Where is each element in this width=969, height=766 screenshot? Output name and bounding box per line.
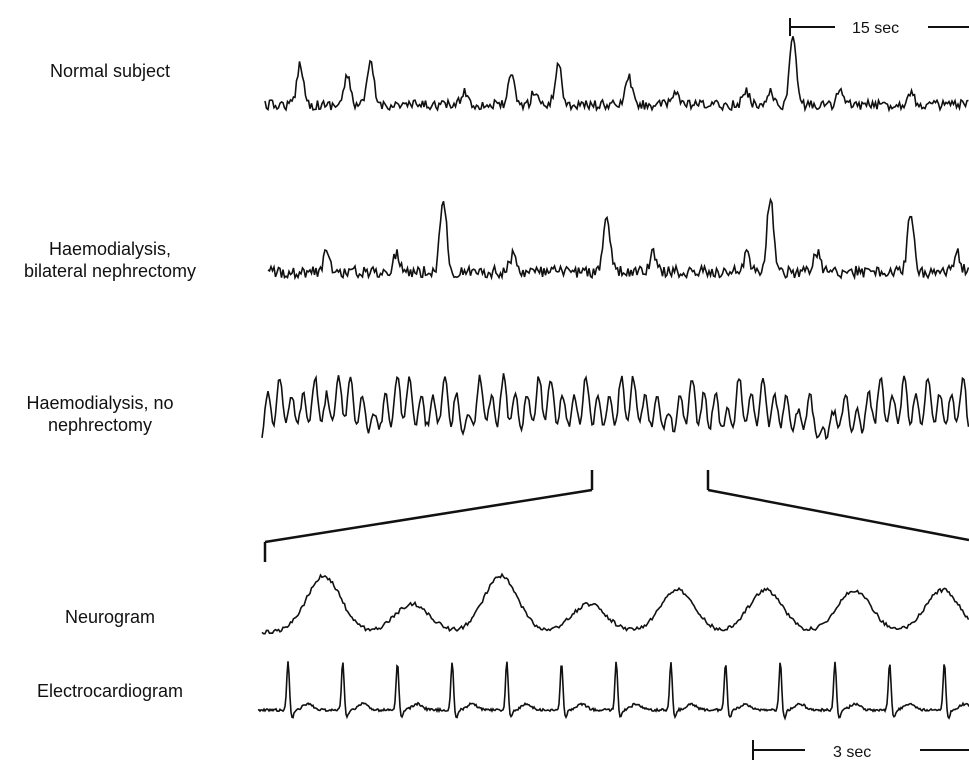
scale-bar-15sec: 15 sec [789,18,969,37]
trace-neurogram [261,572,969,635]
label-electrocardiogram: Electrocardiogram [36,681,184,701]
label-normal-subject: Normal subject [49,61,171,81]
expansion-bracket [263,470,969,562]
trace-normal-subject [264,36,969,113]
scale-bar-top-label: 15 sec [852,20,899,37]
label-neurogram: Neurogram [64,607,156,627]
trace-haemodialysis-bilateral [267,197,969,281]
scale-bar-3sec: 3 sec [752,740,969,761]
trace-electrocardiogram [257,661,969,721]
scale-bar-bottom-label: 3 sec [833,744,871,761]
trace-haemodialysis-no-nephrectomy [261,373,969,441]
label-haemodialysis-no-nephrectomy: Haemodialysis, no nephrectomy [26,393,174,435]
label-haemodialysis-bilateral: Haemodialysis, bilateral nephrectomy [23,239,197,281]
